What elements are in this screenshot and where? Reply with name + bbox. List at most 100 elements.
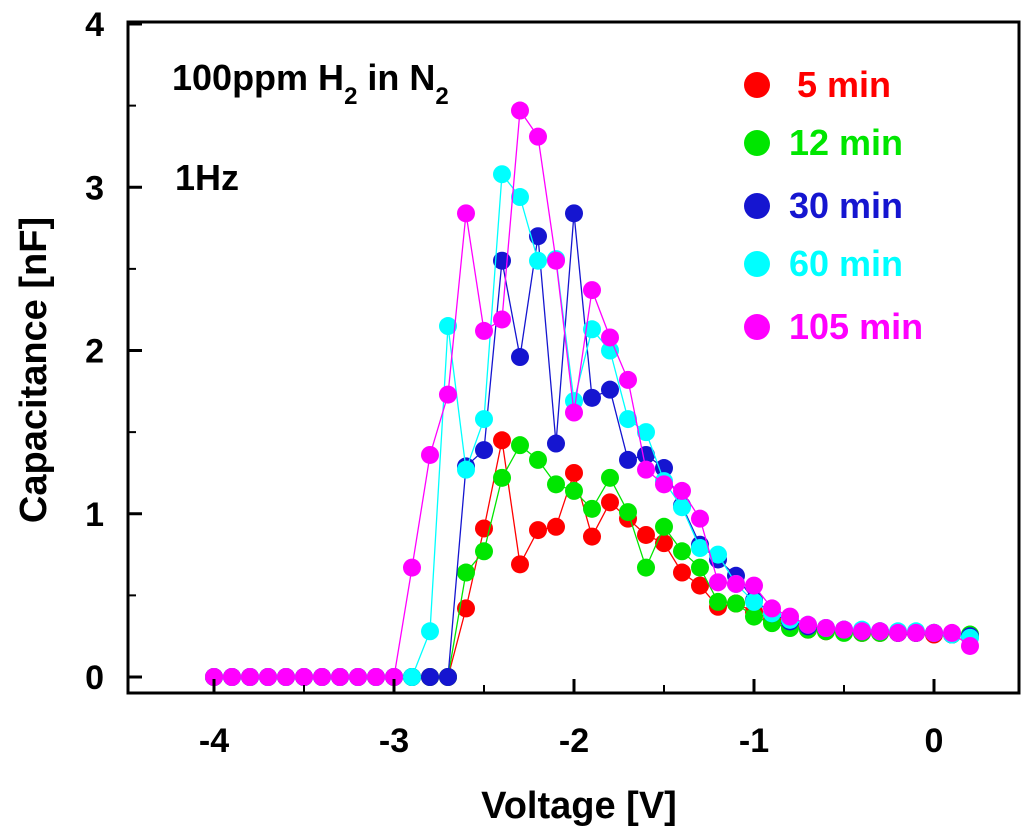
x-tick-label: -2 [559, 722, 589, 760]
data-point [673, 542, 691, 561]
data-point [583, 281, 601, 300]
data-point [655, 517, 673, 536]
legend-marker [744, 130, 770, 156]
series-layer [205, 101, 979, 686]
data-point [889, 623, 907, 642]
data-point [385, 668, 403, 686]
data-point [673, 498, 691, 517]
legend-label: 105 min [789, 306, 923, 347]
data-point [493, 431, 511, 450]
data-point [205, 668, 223, 686]
series-line [214, 444, 970, 678]
data-point [277, 668, 295, 686]
data-point [547, 434, 565, 453]
gas-annotation-mid: in N [357, 57, 435, 98]
data-point [529, 521, 547, 540]
series-4 [205, 101, 979, 686]
data-point [421, 445, 439, 464]
gas-annotation-main: 100ppm H [172, 57, 344, 98]
data-point [619, 503, 637, 522]
data-point [367, 668, 385, 686]
data-point [781, 607, 799, 626]
legend-marker [744, 72, 770, 98]
y-tick-label: 4 [85, 6, 104, 44]
data-point [961, 636, 979, 655]
data-point [529, 127, 547, 146]
data-point [529, 227, 547, 246]
data-point [655, 475, 673, 494]
data-point [655, 534, 673, 553]
y-tick-label: 0 [85, 659, 104, 697]
legend-label: 12 min [789, 122, 903, 163]
data-point [817, 619, 835, 638]
data-point [493, 165, 511, 184]
data-point [835, 620, 853, 639]
data-point [475, 441, 493, 460]
data-point [709, 592, 727, 611]
data-point [349, 668, 367, 686]
series-1 [205, 436, 979, 686]
data-point [691, 509, 709, 528]
y-axis-title: Capacitance [nF] [13, 217, 55, 523]
data-point [565, 481, 583, 500]
data-point [529, 450, 547, 469]
data-point [295, 668, 313, 686]
data-point [457, 599, 475, 618]
data-point [403, 668, 421, 686]
data-point [547, 517, 565, 536]
gas-annotation-sub2: 2 [435, 83, 448, 110]
data-point [439, 668, 457, 686]
data-point [691, 539, 709, 558]
data-point [655, 459, 673, 478]
data-point [601, 341, 619, 360]
data-point [763, 599, 781, 618]
data-point [709, 545, 727, 564]
gas-annotation: 100ppm H2 in N2 [172, 57, 449, 110]
data-point [457, 563, 475, 582]
frequency-annotation: 1Hz [175, 157, 239, 198]
data-point [637, 525, 655, 544]
y-tick-label: 3 [85, 169, 104, 207]
data-point [457, 460, 475, 479]
data-point [601, 380, 619, 399]
data-point [871, 622, 889, 641]
legend-label: 30 min [789, 185, 903, 226]
data-point [601, 468, 619, 487]
series-line [214, 440, 971, 678]
data-point [673, 481, 691, 500]
data-point [565, 204, 583, 223]
data-point [745, 592, 763, 611]
ticks-layer: -4 -3 -2 -1 0 0 1 2 3 4 [85, 6, 943, 760]
data-point [907, 623, 925, 642]
x-tick-label: -3 [379, 722, 409, 760]
data-point [331, 668, 349, 686]
data-point [241, 668, 259, 686]
data-point [673, 563, 691, 582]
x-tick-label: 0 [925, 722, 944, 760]
data-point [637, 423, 655, 442]
data-point [709, 573, 727, 592]
data-point [799, 615, 817, 634]
legend-marker [744, 193, 770, 219]
data-point [511, 555, 529, 574]
data-point [511, 188, 529, 207]
data-point [565, 463, 583, 482]
data-point [547, 475, 565, 494]
data-point [511, 436, 529, 455]
legend: 5 min 12 min 30 min 60 min 105 min [744, 64, 923, 347]
data-point [943, 623, 961, 642]
data-point [637, 558, 655, 577]
data-point [493, 310, 511, 329]
data-point [619, 410, 637, 429]
legend-label: 5 min [797, 64, 891, 105]
data-point [475, 519, 493, 538]
data-point [475, 410, 493, 429]
data-point [547, 251, 565, 270]
data-point [619, 370, 637, 389]
data-point [511, 101, 529, 120]
data-point [439, 385, 457, 404]
data-point [601, 493, 619, 512]
data-point [745, 607, 763, 626]
series-0 [205, 431, 979, 686]
